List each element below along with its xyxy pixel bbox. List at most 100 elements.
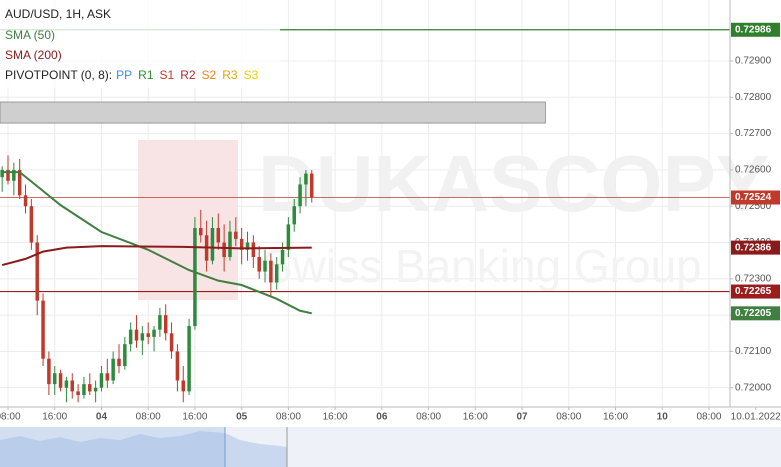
legend-entry: SMA (50) [5, 28, 55, 42]
candle-body [239, 238, 244, 250]
level-label: 0.72524 [735, 192, 772, 203]
candle-body [286, 224, 291, 250]
candle-body [70, 380, 75, 392]
pivot-label: PIVOTPOINT (0, 8): [5, 68, 112, 82]
watermark-subtitle: Swiss Banking Group [262, 240, 702, 292]
plot [0, 29, 730, 403]
x-tick-label: 04 [96, 412, 108, 423]
candle-body [222, 242, 226, 258]
x-tick-label: 08:00 [0, 412, 21, 423]
candle-body [216, 228, 221, 243]
x-tick-label: 08:00 [556, 412, 581, 423]
candle-body [117, 358, 121, 366]
sma-line [2, 171, 312, 315]
pivot-entry: S2 [202, 68, 217, 82]
axes: 0.720000.721000.722000.723000.724000.725… [0, 22, 781, 423]
pivot-entry: S3 [244, 68, 259, 82]
x-tick-label: 10.01.2022 [731, 412, 781, 423]
x-tick-label: 16:00 [42, 412, 67, 423]
level-label: 0.72205 [735, 308, 772, 319]
navigator-window[interactable] [0, 427, 225, 467]
candle-body [304, 173, 308, 185]
candle-body [58, 373, 63, 388]
candle-body [76, 391, 80, 396]
candle-body [41, 300, 45, 359]
candle-body [82, 384, 86, 396]
x-tick-label: 16:00 [182, 412, 207, 423]
candle-body [152, 329, 156, 337]
y-tick-label: 0.72800 [735, 92, 772, 103]
candle-body [228, 231, 232, 258]
candle-body [251, 242, 256, 258]
candle-body [29, 206, 34, 243]
x-tick-label: 16:00 [603, 412, 628, 423]
candle-body [298, 184, 302, 207]
candle-body [140, 333, 145, 341]
x-tick-label: 08:00 [276, 412, 301, 423]
candle-body [181, 380, 185, 392]
x-tick-label: 16:00 [323, 412, 348, 423]
x-tick-label: 05 [236, 412, 248, 423]
candle-body [234, 231, 238, 239]
candle-body [187, 326, 191, 392]
candle-body [199, 228, 203, 236]
sma-line [1, 245, 312, 267]
x-tick-label: 07 [516, 412, 528, 423]
pivot-entry: R2 [180, 68, 196, 82]
zone [0, 101, 546, 124]
candle-body [134, 329, 139, 341]
candle-body [52, 373, 57, 385]
watermark-title: DUKASCOPY [258, 139, 769, 228]
legend-entry: SMA (200) [5, 48, 62, 62]
navigator-area [0, 431, 287, 467]
legend: AUD/USD, 1H, ASK SMA (50) SMA (200) PIVO… [0, 0, 280, 88]
level-box [731, 284, 780, 299]
y-tick-label: 0.72600 [735, 165, 772, 176]
watermark-logo [138, 140, 238, 300]
candle-body [123, 344, 127, 366]
candle-body [245, 242, 250, 250]
y-tick-label: 0.72700 [735, 128, 772, 139]
candle-body [99, 373, 104, 388]
candle-body [169, 333, 174, 352]
pivot-entry: S1 [160, 68, 175, 82]
y-tick-label: 0.72100 [735, 346, 772, 357]
pivot-entry: PP [116, 68, 132, 82]
level-box [731, 240, 780, 255]
x-tick-label: 10 [657, 412, 669, 423]
level-label: 0.72265 [735, 286, 772, 297]
candle-body [6, 169, 10, 181]
candle-body [210, 228, 215, 261]
candle-body [35, 242, 39, 301]
x-tick-label: 16:00 [463, 412, 488, 423]
level-label: 0.72986 [735, 24, 772, 35]
candle-body [257, 257, 261, 272]
candle-body [12, 169, 16, 181]
candle-body [93, 387, 98, 392]
y-tick-label: 0.72000 [735, 382, 772, 393]
pivot-entry: R3 [222, 68, 238, 82]
x-tick-label: 06 [376, 412, 388, 423]
y-tick-label: 0.72900 [735, 56, 772, 67]
level-box [731, 306, 780, 321]
x-tick-label: 08:00 [696, 412, 721, 423]
y-tick-label: 0.72500 [735, 201, 772, 212]
candle-body [17, 169, 22, 196]
x-tick-label: 08:00 [136, 412, 161, 423]
candle-body [111, 358, 115, 381]
candle-body [47, 358, 51, 385]
candle-body [274, 264, 279, 283]
level-box [731, 190, 780, 205]
legend-title: AUD/USD, 1H, ASK [5, 7, 111, 21]
legend-bg [0, 0, 280, 88]
candle-body [158, 315, 162, 330]
watermark: DUKASCOPY Swiss Banking Group [138, 139, 769, 300]
navigator [0, 427, 781, 467]
candle-body [23, 195, 28, 207]
candle-body [175, 351, 180, 381]
pivot-entry: R1 [138, 68, 154, 82]
candle-body [193, 228, 197, 327]
candle-body [163, 315, 168, 334]
level-box [731, 22, 780, 37]
